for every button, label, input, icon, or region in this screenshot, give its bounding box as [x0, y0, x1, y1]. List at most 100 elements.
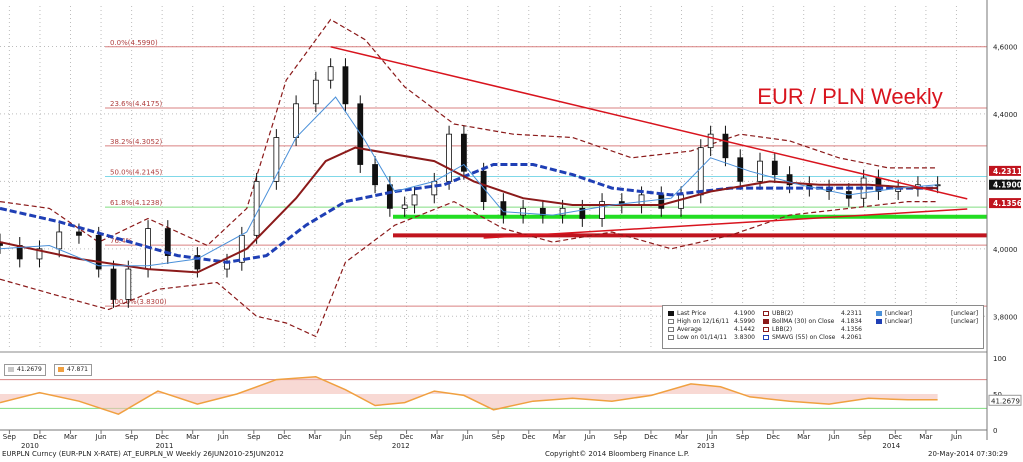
candle-body: [95, 234, 102, 270]
x-tick-label: Dec: [278, 433, 292, 441]
candle-body: [431, 180, 438, 196]
candle-body: [697, 147, 704, 196]
price-tag-label: 4.2311: [993, 167, 1022, 176]
footer-timestamp: 20-May-2014 07:30:29: [928, 450, 1008, 458]
fib-level-label: 76.4%: [110, 237, 133, 245]
x-tick-label: Jun: [950, 433, 962, 441]
oscillator-tick-label: 0: [993, 427, 997, 435]
legend-row-ubb: UBB(2) 4.2311: [763, 310, 862, 318]
price-tag-label: 4.1356: [993, 199, 1022, 208]
candle-body: [559, 207, 566, 216]
candle-body: [238, 234, 245, 263]
x-tick-label: Dec: [400, 433, 414, 441]
x-tick-label: Sep: [492, 433, 506, 441]
legend-row-lbb: LBB(2) 4.1356: [763, 326, 862, 334]
x-tick-label: Mar: [186, 433, 199, 441]
x-tick-label: Dec: [522, 433, 536, 441]
oscillator-area: [0, 376, 938, 415]
candle-body: [500, 201, 507, 216]
series-smavg-14-on-close: [0, 96, 938, 267]
oscillator-line: [0, 375, 938, 416]
price-tag-label: 4.1900: [993, 181, 1022, 190]
x-tick-label: Jun: [217, 433, 229, 441]
fib-level-label: 23.6%(4.4175): [110, 100, 162, 108]
candle-body: [771, 160, 778, 176]
candle-body: [411, 194, 418, 206]
candle-body: [273, 137, 280, 182]
candle-body: [757, 160, 763, 182]
candle-body: [386, 184, 393, 209]
x-year-label: 2012: [392, 442, 410, 450]
oscillator-tick-label: 100: [993, 355, 1006, 363]
fib-level-label: 38.2%(4.3052): [110, 138, 162, 146]
candle-body: [312, 79, 319, 105]
oscillator-readout-1: 41.2679: [4, 364, 46, 376]
candle-body: [327, 66, 334, 81]
candle-body: [372, 164, 378, 186]
oscillator-readout-2: 47.871: [54, 364, 92, 376]
candle-body: [342, 66, 349, 105]
x-tick-label: Dec: [766, 433, 780, 441]
y-tick-label: 3,8000: [993, 313, 1018, 321]
x-tick-label: Mar: [919, 433, 932, 441]
candle-body: [164, 228, 171, 256]
main-price-panel: 0.0%(4.5990) 23.6%(4.4175) 38.2%(4.3052) 50…: [0, 18, 987, 338]
x-year-label: 2013: [697, 442, 715, 450]
candle-body: [76, 231, 82, 236]
y-tick-label: 4,0000: [993, 246, 1018, 254]
footer-copyright: Copyright© 2014 Bloomberg Finance L.P.: [545, 450, 690, 458]
legend-row-col3-a: [unclear] [unclear]: [876, 310, 978, 318]
candle-body: [401, 204, 408, 209]
x-tick-label: Mar: [308, 433, 321, 441]
x-tick-label: Mar: [675, 433, 688, 441]
x-tick-label: Sep: [614, 433, 628, 441]
candle-body: [460, 133, 467, 172]
footer-security: EURPLN Curncy (EUR-PLN X-RATE) AT_EURPLN…: [2, 450, 284, 458]
candle-body: [579, 207, 586, 219]
fib-level-label: 100.0%(3.8300): [110, 298, 167, 306]
y-tick-label: 4,4000: [993, 111, 1018, 119]
x-year-label: 2014: [882, 442, 900, 450]
candle-body: [678, 194, 684, 209]
oscillator-panel: 05010041.2679: [0, 355, 1022, 435]
x-tick-label: Sep: [369, 433, 383, 441]
price-tag: [989, 179, 1021, 190]
trendline: [483, 208, 968, 239]
candle-body: [786, 174, 793, 186]
legend-row-average: Average 4.1442: [668, 326, 755, 334]
legend: Last Price 4.1900 High on 12/16/11 4.599…: [662, 305, 984, 349]
x-tick-label: Jun: [461, 433, 473, 441]
x-tick-label: Sep: [125, 433, 139, 441]
candle-body: [253, 180, 260, 236]
x-tick-label: Mar: [553, 433, 566, 441]
x-tick-label: Sep: [3, 433, 17, 441]
candle-body: [0, 241, 3, 246]
x-tick-label: Jun: [828, 433, 840, 441]
legend-row-bollma: BollMA (30) on Close 4.1834: [763, 318, 862, 326]
y-tick-label: 4,6000: [993, 43, 1018, 51]
fib-level-label: 61.8%(4.1238): [110, 199, 162, 207]
candle-body: [599, 201, 605, 219]
candle-body: [722, 133, 729, 159]
x-year-label: 2010: [21, 442, 39, 450]
x-tick-label: Jun: [95, 433, 107, 441]
fib-level-label: 0.0%(4.5990): [110, 39, 158, 47]
series-bollma-30-on-close: [0, 146, 938, 274]
candle-body: [36, 248, 43, 260]
x-tick-label: Dec: [644, 433, 658, 441]
series-lbb-2-: [0, 200, 938, 338]
x-tick-label: Sep: [858, 433, 872, 441]
y-axis: 3,80004,00004,20004,40004,60004.23114.19…: [986, 0, 1022, 440]
candle-body: [56, 231, 63, 250]
x-axis: Sep Dec Mar Jun Sep Dec Mar Jun Sep Dec Mar Jun Sep D…: [0, 429, 987, 450]
x-tick-label: Mar: [430, 433, 443, 441]
candle-body: [293, 103, 300, 138]
legend-row-high: High on 12/16/11 4.5990: [668, 318, 755, 326]
fib-level-label: 50.0%(4.2145): [110, 168, 162, 176]
candle-body: [707, 133, 714, 149]
candle-body: [658, 194, 665, 209]
legend-row-smavg55: SMAVG (55) on Close 4.2061: [763, 334, 862, 342]
series-ubb-2-: [0, 18, 938, 247]
oscillator-tag: [988, 394, 1022, 406]
chart-title: EUR / PLN Weekly: [757, 84, 942, 109]
